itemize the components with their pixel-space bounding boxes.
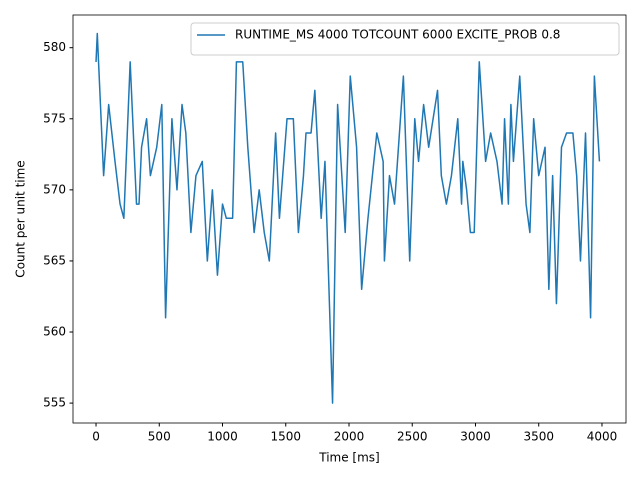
- y-axis-label: Count per unit time: [14, 160, 28, 277]
- x-tick-label: 0: [92, 430, 100, 444]
- x-tick-label: 2000: [334, 430, 365, 444]
- x-tick-label: 1000: [207, 430, 238, 444]
- data-line: [95, 32, 601, 404]
- legend-label: RUNTIME_MS 4000 TOTCOUNT 6000 EXCITE_PRO…: [235, 28, 560, 42]
- x-tick-label: 500: [148, 430, 171, 444]
- x-tick-label: 3500: [523, 430, 554, 444]
- y-tick-label: 570: [43, 182, 66, 196]
- x-axis-label: Time [ms]: [318, 451, 380, 465]
- legend: RUNTIME_MS 4000 TOTCOUNT 6000 EXCITE_PRO…: [190, 22, 620, 56]
- y-tick-label: 555: [43, 396, 66, 410]
- x-tick-label: 3000: [460, 430, 491, 444]
- plot-frame: [72, 14, 627, 424]
- x-tick-label: 2500: [397, 430, 428, 444]
- x-tick-label: 1500: [270, 430, 301, 444]
- y-tick-label: 575: [43, 111, 66, 125]
- y-tick-label: 580: [43, 40, 66, 54]
- y-tick-label: 560: [43, 325, 66, 339]
- y-tick-label: 565: [43, 253, 66, 267]
- legend-box: [190, 22, 620, 56]
- x-tick-label: 4000: [587, 430, 618, 444]
